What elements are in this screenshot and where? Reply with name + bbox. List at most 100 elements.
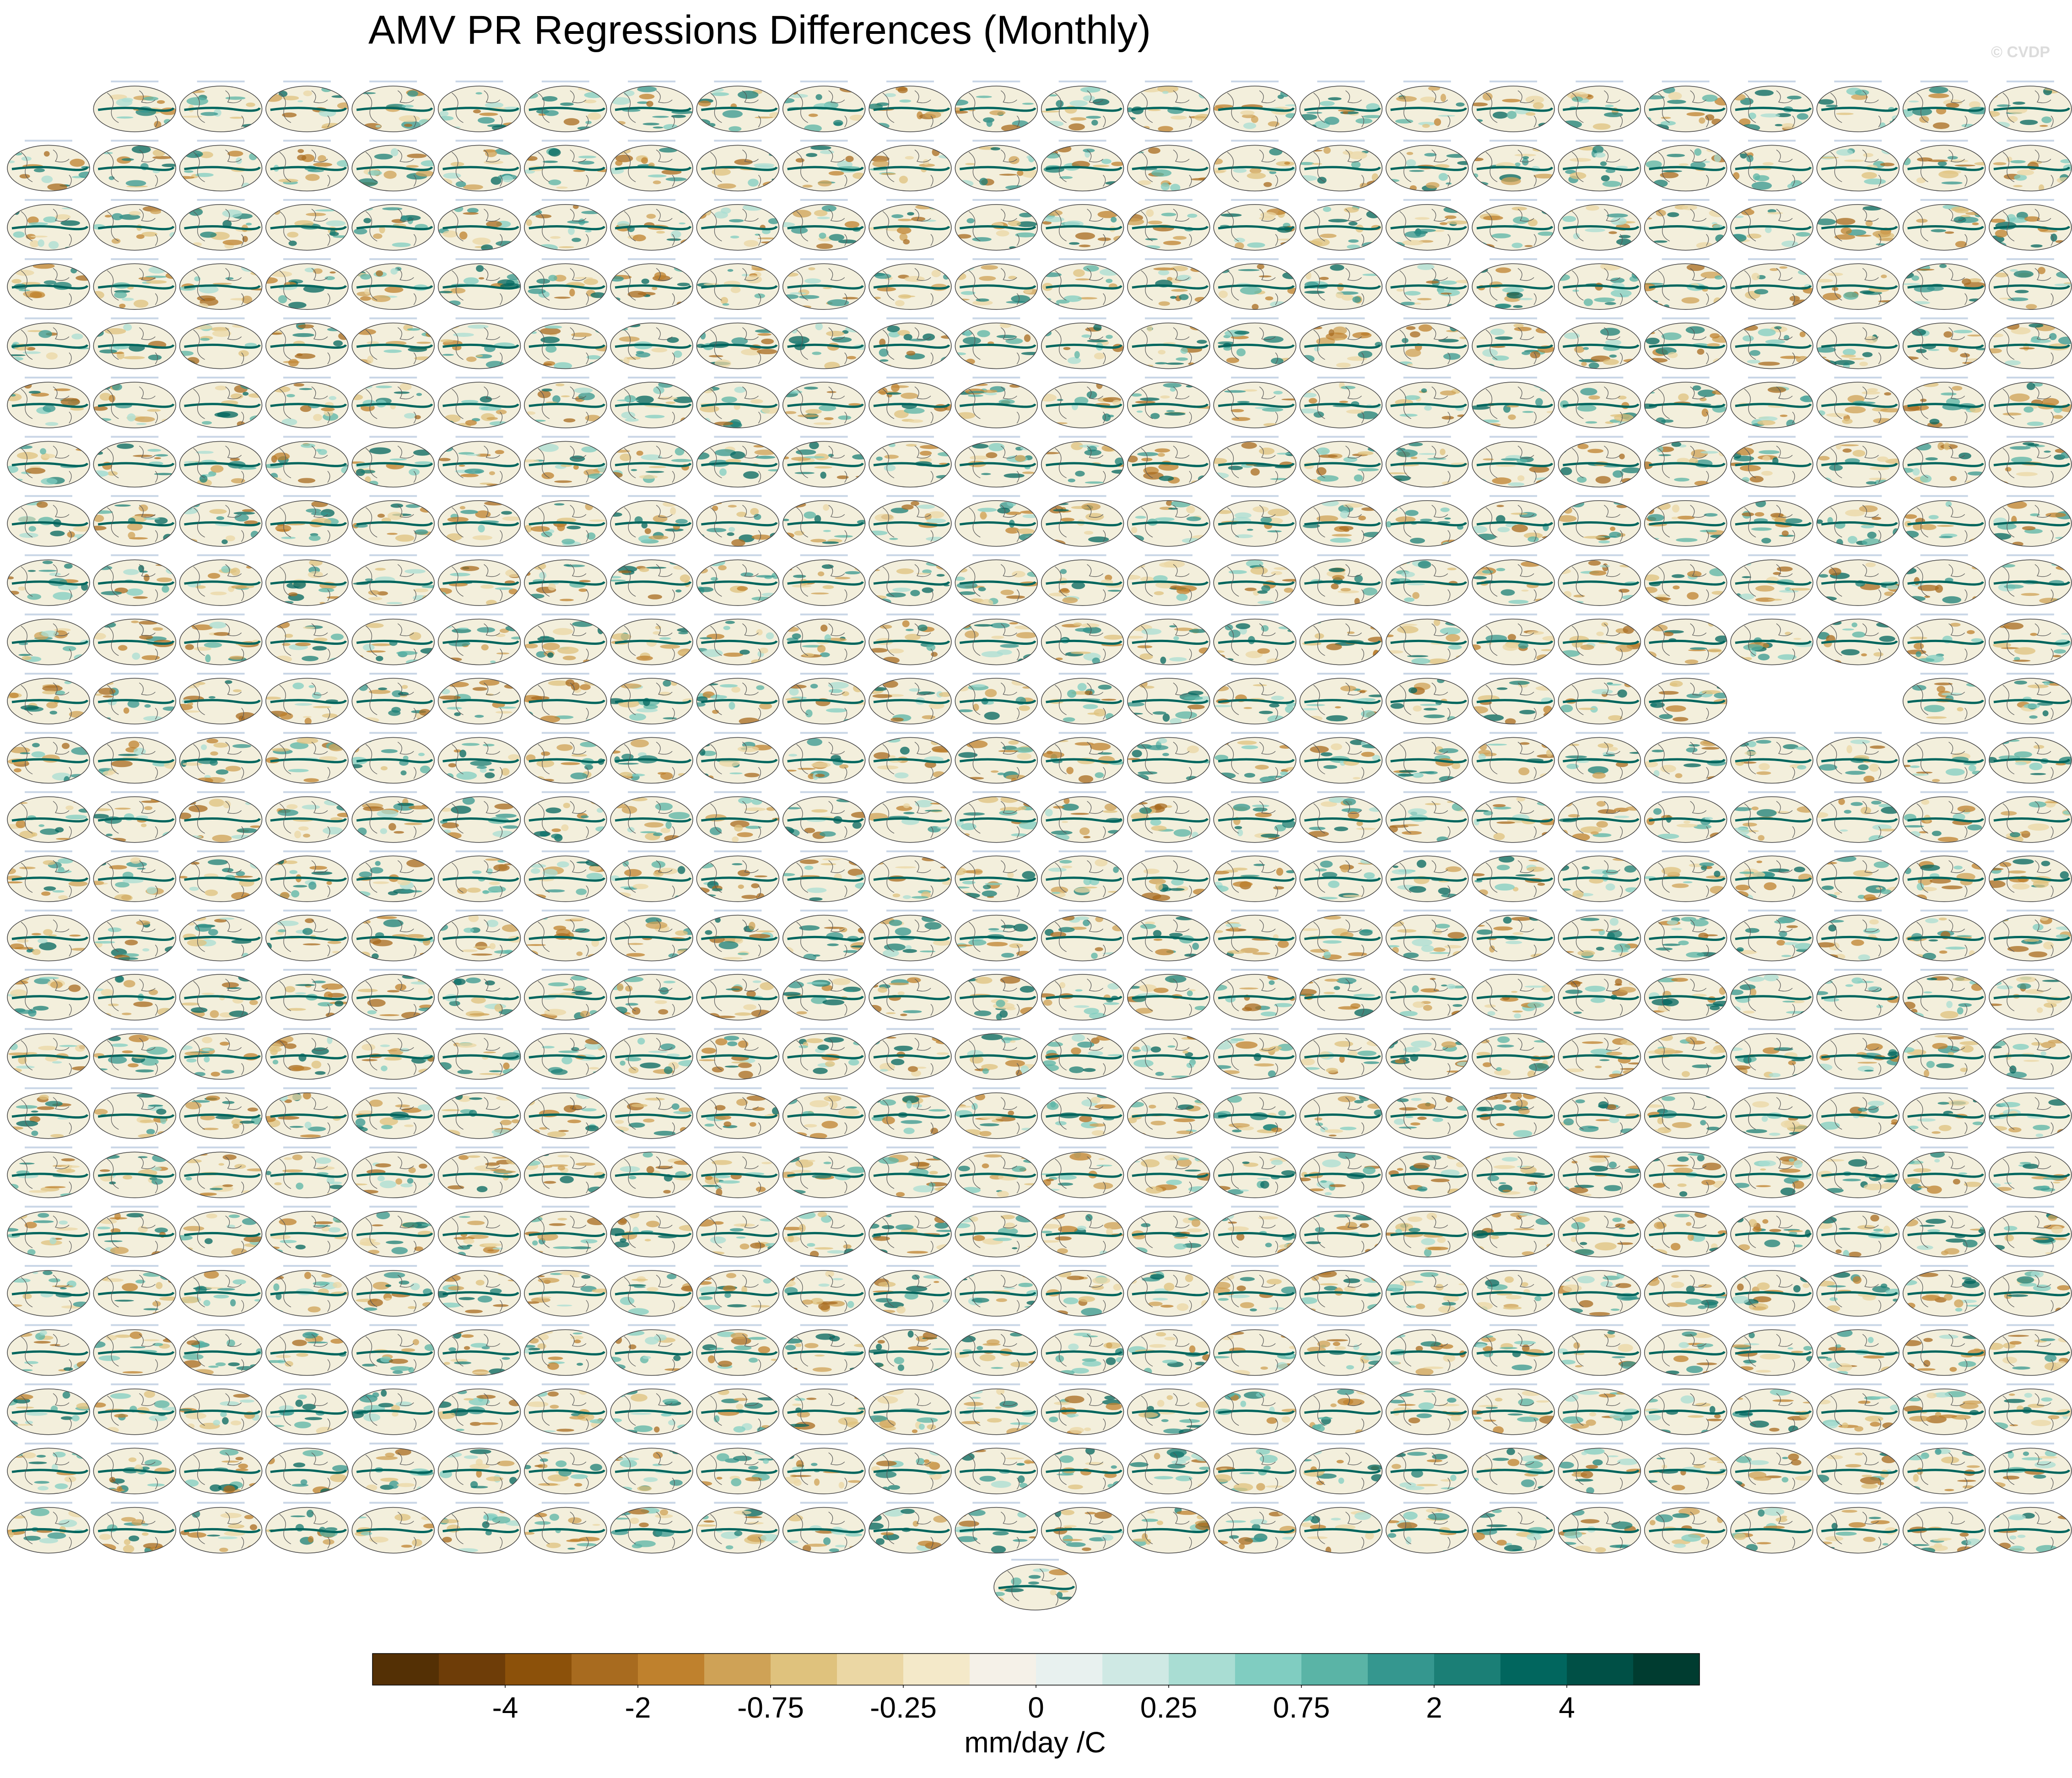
- map-blob: [1062, 597, 1078, 604]
- panel-title: [25, 199, 72, 201]
- map-blob: [731, 539, 745, 546]
- map-blob: [1825, 104, 1838, 108]
- map-blob: [1678, 393, 1689, 401]
- map-blob: [1155, 362, 1168, 365]
- map-blob: [673, 396, 693, 403]
- map-blob: [1234, 512, 1252, 519]
- map-border: [1558, 86, 1641, 132]
- map-blob: [42, 561, 53, 564]
- panel-title: [1144, 199, 1192, 201]
- map-blob: [1106, 88, 1117, 93]
- map-blob: [480, 396, 492, 403]
- coastline: [1572, 268, 1623, 305]
- coastline: [882, 327, 933, 364]
- map-blob: [530, 420, 546, 422]
- panel-title: [197, 140, 245, 142]
- map-blob: [390, 503, 404, 508]
- map-border: [782, 263, 866, 310]
- map-panel: [179, 317, 263, 369]
- coastline: [1744, 90, 1795, 128]
- panel-title: [972, 377, 1020, 378]
- map-blob: [557, 523, 565, 531]
- map-blob: [386, 602, 403, 605]
- panel-title: [628, 554, 676, 557]
- panel-title: [1403, 554, 1451, 557]
- map-blob: [1583, 298, 1593, 306]
- map-blob: [1739, 465, 1761, 471]
- map-blob: [1650, 597, 1671, 601]
- map-field: [869, 268, 950, 307]
- map-panel: [351, 199, 435, 251]
- map-blob: [60, 220, 80, 226]
- map-blob: [379, 226, 385, 234]
- map-blob: [1583, 347, 1589, 350]
- coastline: [21, 386, 72, 424]
- map-blob: [1697, 348, 1705, 355]
- map-blob: [227, 151, 243, 157]
- panel-title: [1576, 258, 1624, 260]
- map-blob: [1800, 395, 1813, 402]
- map-blob: [250, 530, 259, 538]
- coastline: [624, 268, 675, 305]
- map-blob: [495, 148, 517, 155]
- map-blob: [1619, 235, 1631, 238]
- map-blob: [1784, 518, 1802, 524]
- map-blob: [1440, 292, 1452, 295]
- map-blob: [611, 97, 631, 105]
- map-blob: [442, 230, 458, 238]
- coastline: [968, 149, 1020, 187]
- map-blob: [480, 584, 494, 589]
- map-blob: [1699, 117, 1705, 124]
- map-blob: [1605, 339, 1622, 346]
- map-border: [1816, 204, 1900, 251]
- map-blob: [249, 385, 262, 389]
- map-blob: [104, 328, 126, 335]
- map-blob: [1524, 245, 1533, 247]
- map-blob: [460, 510, 478, 514]
- map-blob: [1796, 423, 1813, 426]
- map-blob: [585, 230, 592, 232]
- map-panel: [1902, 199, 1986, 251]
- panel-title: [628, 317, 676, 319]
- map-blob: [138, 277, 156, 280]
- map-blob: [1681, 297, 1700, 304]
- map-blob: [1656, 502, 1671, 510]
- map-blob: [1714, 275, 1723, 280]
- map-blob: [1799, 331, 1806, 337]
- panel-title: [628, 258, 676, 260]
- map-blob: [939, 123, 946, 130]
- map-blob: [1929, 418, 1940, 425]
- map-panel: [179, 258, 263, 310]
- map-blob: [1878, 238, 1899, 241]
- map-blob: [1284, 162, 1290, 165]
- map-blob: [568, 227, 575, 235]
- map-blob: [753, 163, 775, 168]
- map-blob: [1610, 277, 1625, 283]
- map-blob: [367, 341, 379, 345]
- map-panel: [1558, 199, 1641, 251]
- map-panel: [265, 377, 349, 428]
- map-blob: [2009, 393, 2030, 402]
- map-blob: [1775, 124, 1783, 126]
- map-blob: [1107, 589, 1122, 592]
- map-blob: [1994, 479, 2004, 486]
- map-blob: [1960, 353, 1970, 358]
- map-blob: [70, 407, 84, 411]
- map-blob: [1482, 570, 1494, 574]
- map-blob: [1588, 560, 1601, 566]
- map-blob: [451, 288, 466, 294]
- panel-grid: [7, 81, 2072, 1610]
- map-panel: [93, 140, 177, 192]
- panel-title: [455, 377, 503, 378]
- map-blob: [1191, 480, 1200, 485]
- coastline: [21, 327, 72, 364]
- map-blob: [395, 535, 415, 542]
- map-blob: [1906, 596, 1926, 602]
- map-border: [1902, 86, 1986, 132]
- map-blob: [111, 238, 121, 244]
- map-blob: [806, 153, 818, 157]
- map-blob: [375, 385, 393, 389]
- map-panel: [1213, 554, 1296, 606]
- coastline: [1399, 268, 1451, 305]
- map-blob: [12, 360, 20, 365]
